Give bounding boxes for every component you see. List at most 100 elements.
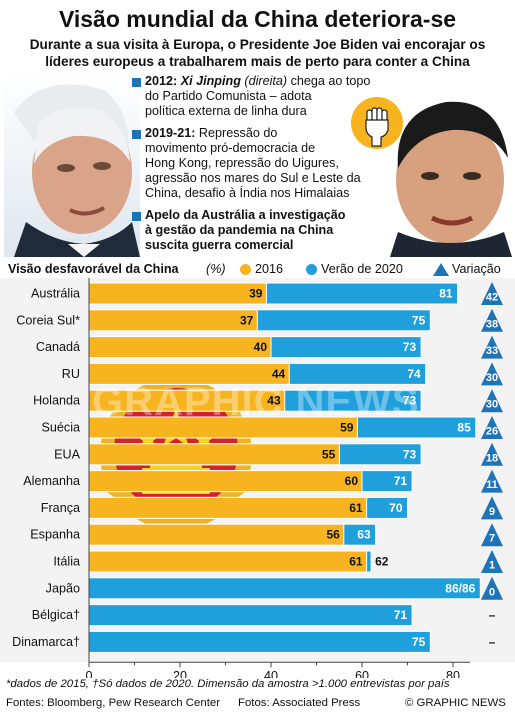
x-tick-label: 80: [446, 669, 460, 678]
event-australia-line-3: suscita guerra comercial: [145, 238, 294, 252]
page-title: Visão mundial da China deteriora-se: [58, 6, 457, 32]
change-value: 11: [486, 479, 498, 491]
data-label-2016: 60: [345, 474, 359, 488]
change-value: 30: [486, 372, 498, 384]
event-bullet-3: [132, 212, 141, 221]
category-label: Japão: [46, 581, 80, 595]
event-2019-line-4: agressão nos mares do Sul e Leste da: [145, 171, 361, 185]
data-label-2020: 75: [412, 313, 426, 327]
legend-change-label: Variação: [452, 262, 501, 276]
category-label: Bélgica†: [32, 608, 80, 622]
category-label: Dinamarca†: [12, 635, 80, 649]
change-value: 26: [486, 426, 498, 438]
footnote: *dados de 2015, †Só dados de 2020. Dimen…: [6, 678, 450, 690]
data-label-2020: 81: [439, 287, 453, 301]
change-triangle: [481, 469, 503, 493]
category-label: França: [41, 501, 80, 515]
bar-2016: [88, 309, 258, 332]
subtitle-line-2: líderes europeus a trabalharem mais de p…: [45, 54, 470, 69]
legend-title: Visão desfavorável da China: [8, 262, 179, 276]
data-label-2020: 62: [375, 555, 389, 569]
credit-photos: Fotos: Associated Press: [238, 697, 361, 709]
data-label-2016: 55: [322, 447, 336, 461]
data-label-2016: 61: [349, 501, 363, 515]
change-triangle: [481, 416, 503, 439]
legend-2020-swatch: [306, 264, 317, 275]
event-2012-text: chega ao topo: [290, 74, 371, 88]
change-triangle: [481, 576, 503, 600]
bar-2020: [88, 630, 431, 653]
change-triangle: [481, 523, 503, 547]
category-label: RU: [62, 367, 80, 381]
data-label-2020: 73: [403, 340, 417, 354]
data-label-2016: 59: [340, 421, 354, 435]
change-triangle: [481, 308, 503, 332]
bar-2016: [88, 470, 363, 493]
data-label-2016: 56: [326, 528, 340, 542]
change-value: 33: [486, 345, 498, 357]
data-label-2020: 86/86: [445, 581, 475, 595]
change-value: 42: [486, 292, 498, 304]
bar-2016: [88, 443, 340, 466]
category-label: Alemanha: [23, 474, 80, 488]
x-tick-label: 40: [264, 669, 278, 678]
legend-2016-swatch: [240, 264, 251, 275]
portrait-right-photo: [390, 72, 512, 257]
bar-chart: Austrália 39 81 42 Coreia Sul* 37 75 38 Canadá 40…: [0, 278, 515, 678]
raised-fist-icon: [351, 97, 403, 149]
change-value: 30: [486, 399, 498, 411]
event-2012-line-3: política externa de linha dura: [145, 104, 307, 118]
bar-2016: [88, 362, 290, 385]
change-value: 7: [489, 533, 495, 545]
category-label: Holanda: [33, 394, 80, 408]
data-label-2016: 37: [240, 313, 254, 327]
event-bullet-2: [132, 130, 141, 139]
bar-2016: [88, 550, 368, 573]
category-label: EUA: [54, 447, 80, 461]
data-label-2020: 73: [403, 394, 417, 408]
change-triangle: [481, 335, 503, 359]
change-value: 38: [486, 318, 498, 330]
change-triangle: [481, 550, 503, 573]
change-triangle: [481, 362, 503, 386]
event-2012-person: Xi Jinping: [180, 74, 241, 88]
change-triangle: [481, 442, 503, 466]
data-label-2020: 73: [403, 447, 417, 461]
event-2019-line-1: 2019-21: Repressão do: [145, 126, 277, 142]
portrait-left-photo: [4, 72, 140, 257]
data-label-2020: 63: [357, 528, 371, 542]
event-australia-line-2: à gestão da pandemia na China: [145, 223, 334, 237]
data-label-2016: 39: [249, 287, 263, 301]
change-triangle: [481, 496, 503, 520]
bar-2016: [88, 336, 272, 359]
x-tick-label: 60: [355, 669, 369, 678]
event-2019-text: Repressão do: [198, 126, 278, 140]
legend-2020-label: Verão de 2020: [321, 262, 403, 276]
change-value: 1: [489, 560, 495, 572]
data-label-2020: 75: [412, 635, 426, 649]
data-label-2020: 85: [457, 421, 471, 435]
event-2012-line-1: 2012: Xi Jinping (direita) chega ao topo: [145, 74, 370, 90]
legend-2016-label: 2016: [255, 262, 284, 276]
data-label-2020: 71: [394, 474, 408, 488]
category-label: Itália: [53, 555, 80, 569]
event-2019-line-3: Hong Kong, repressão do Uigures,: [145, 156, 339, 170]
credit-brand: © GRAPHIC NEWS: [405, 697, 506, 709]
credit-sources: Fontes: Bloomberg, Pew Research Center: [6, 697, 220, 709]
bar-2016: [88, 416, 358, 439]
bar-2016: [88, 523, 345, 546]
category-label: Canadá: [36, 340, 80, 354]
data-label-2016: 43: [267, 394, 281, 408]
category-label: Austrália: [31, 287, 80, 301]
data-label-2020: 70: [389, 501, 403, 515]
bar-2016: [88, 282, 267, 305]
bar-2020: [88, 604, 413, 627]
bar-2016: [88, 389, 286, 412]
event-2012-line-2: do Partido Comunista – adota: [145, 89, 312, 103]
event-2019-line-5: China, desafio à Índia nos Himalaias: [145, 186, 350, 200]
change-triangle: [481, 282, 503, 305]
event-2019-line-2: movimento pró-democracia de: [145, 141, 316, 155]
subtitle-line-1: Durante a sua visita à Europa, o Preside…: [29, 37, 486, 52]
change-value: 9: [489, 506, 495, 518]
x-tick-label: 20: [173, 669, 187, 678]
